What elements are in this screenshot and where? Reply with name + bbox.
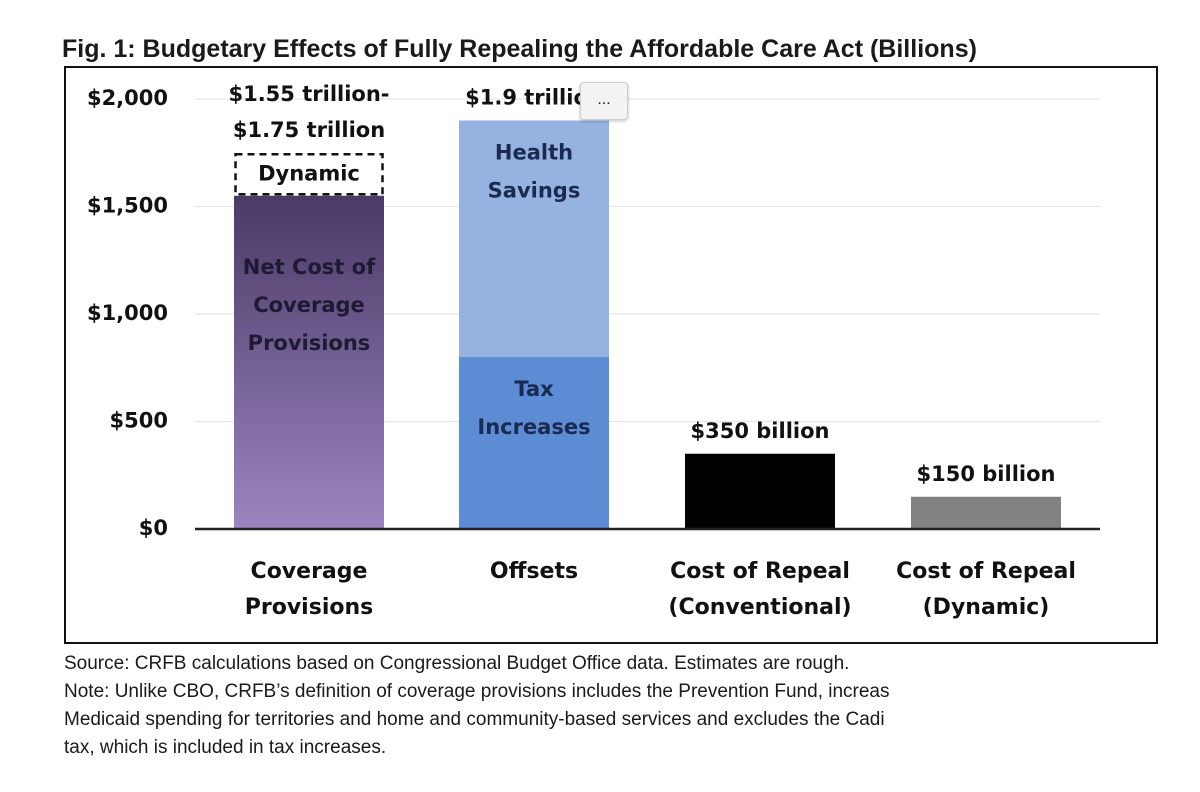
chart-frame xyxy=(64,66,1158,644)
bar-segment-label: Tax Increases xyxy=(477,377,590,439)
bar-value-label: $1.9 trillion xyxy=(465,86,603,110)
bar-segment xyxy=(685,453,835,529)
caption-source: Source: CRFB calculations based on Congr… xyxy=(64,653,850,674)
bar-segment-dashed xyxy=(234,153,384,196)
x-category-label: Cost of Repeal (Conventional) xyxy=(668,559,851,620)
bar-segment xyxy=(911,496,1061,529)
y-tick-label: $1,000 xyxy=(87,301,168,325)
bar-segment-label: Dynamic xyxy=(258,161,360,185)
y-tick-label: $1,500 xyxy=(87,194,168,218)
caption-note-line: Medicaid spending for territories and ho… xyxy=(64,709,885,730)
bar-segment xyxy=(459,120,609,357)
bar-value-label: $150 billion xyxy=(917,462,1056,486)
bar-value-label: $350 billion xyxy=(691,419,830,443)
chart-title: Fig. 1: Budgetary Effects of Fully Repea… xyxy=(62,35,977,63)
bar-segment-label: Health Savings xyxy=(488,141,581,203)
x-category-label: Offsets xyxy=(490,559,578,584)
bar-segment xyxy=(459,357,609,529)
bar-value-label: $1.55 trillion-$1.75 trillion xyxy=(228,82,389,142)
caption-note-line: Note: Unlike CBO, CRFB’s definition of c… xyxy=(64,681,890,702)
caption-note-line: tax, which is included in tax increases. xyxy=(64,737,387,758)
chart-caption: Source: CRFB calculations based on Congr… xyxy=(64,650,1154,762)
y-tick-label: $2,000 xyxy=(87,86,168,110)
x-category-label: Coverage Provisions xyxy=(245,559,373,620)
more-options-button[interactable]: ... xyxy=(580,82,628,120)
x-category-label: Cost of Repeal (Dynamic) xyxy=(896,559,1076,620)
bar-segment-label: Net Cost of Coverage Provisions xyxy=(243,255,376,355)
y-tick-label: $0 xyxy=(139,516,168,540)
bar-segment xyxy=(234,195,384,529)
y-tick-label: $500 xyxy=(110,409,168,433)
